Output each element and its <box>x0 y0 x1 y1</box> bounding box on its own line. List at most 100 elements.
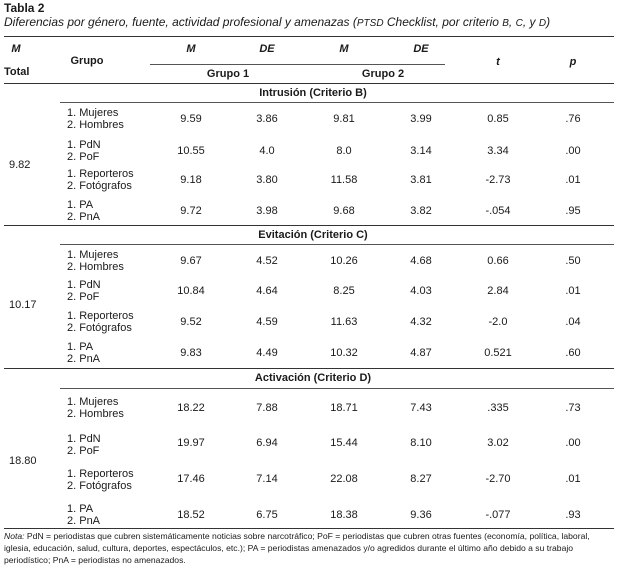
m2-value: 9.68 <box>333 205 355 217</box>
de1-value: 4.0 <box>259 145 275 157</box>
caption-y: , y <box>522 15 539 29</box>
section-rule-intrusion <box>60 102 614 103</box>
t-value: -2.73 <box>485 174 511 186</box>
t-value: .335 <box>487 402 509 414</box>
t-value: 3.34 <box>487 145 509 157</box>
group-underline-rule <box>150 64 445 65</box>
m1-value: 18.52 <box>177 509 205 521</box>
de2-value: 4.87 <box>410 347 432 359</box>
de1-value: 3.86 <box>256 113 278 125</box>
m2-value: 8.25 <box>333 285 355 297</box>
header-m-total: M <box>11 43 21 55</box>
m1-value: 9.67 <box>180 255 202 267</box>
t-value: -.054 <box>485 205 511 217</box>
caption-end: ) <box>546 15 551 29</box>
section-title-intrusion: Intrusión (Criterio B) <box>259 87 367 99</box>
header-grupo1: Grupo 1 <box>206 68 250 80</box>
group-label: 1. PA <box>67 341 94 353</box>
de2-value: 9.36 <box>410 509 432 521</box>
group-label: 2. PoF <box>67 291 100 303</box>
m-total-intrusion: 9.82 <box>9 159 31 171</box>
p-value: .04 <box>565 316 581 328</box>
t-value: 3.02 <box>487 437 509 449</box>
caption-ptsd: PTSD <box>356 18 384 29</box>
group-label: 1. PdN <box>67 433 101 445</box>
m1-value: 19.97 <box>177 437 205 449</box>
m1-value: 9.59 <box>180 113 202 125</box>
de2-value: 8.10 <box>410 437 432 449</box>
p-value: .01 <box>565 174 581 186</box>
table-label: Tabla 2 <box>4 1 45 15</box>
p-value: .60 <box>565 347 581 359</box>
de2-value: 3.14 <box>410 145 432 157</box>
table-note: Nota: PdN = periodistas que cubren siste… <box>4 530 614 566</box>
de2-value: 3.82 <box>410 205 432 217</box>
section-divider <box>4 225 614 226</box>
m1-value: 10.84 <box>177 285 205 297</box>
group-label: 2. Hombres <box>67 408 124 420</box>
m2-value: 11.63 <box>330 316 358 328</box>
m1-value: 9.52 <box>180 316 202 328</box>
de2-value: 8.27 <box>410 473 432 485</box>
header-de2: DE <box>413 43 429 55</box>
note-text: PdN = periodistas que cubren sistemática… <box>4 531 590 565</box>
de2-value: 4.68 <box>410 255 432 267</box>
table-bottom-rule <box>4 528 614 529</box>
m1-value: 10.55 <box>177 145 205 157</box>
m-total-evitacion: 10.17 <box>9 299 37 311</box>
de1-value: 6.94 <box>256 437 278 449</box>
m1-value: 18.22 <box>177 402 205 414</box>
header-m1: M <box>186 43 196 55</box>
p-value: .95 <box>565 205 581 217</box>
header-de1: DE <box>259 43 275 55</box>
group-label: 2. Fotógrafos <box>67 480 132 492</box>
t-value: 0.66 <box>487 255 509 267</box>
header-grupo2: Grupo 2 <box>361 68 405 80</box>
group-label: 2. PoF <box>67 151 100 163</box>
table-caption: Diferencias por género, fuente, activida… <box>4 15 550 29</box>
de2-value: 4.03 <box>410 285 432 297</box>
m2-value: 11.58 <box>330 174 358 186</box>
m2-value: 18.71 <box>330 402 358 414</box>
de2-value: 3.99 <box>410 113 432 125</box>
m-total-activacion: 18.80 <box>9 455 37 467</box>
m2-value: 10.32 <box>330 347 358 359</box>
m2-value: 15.44 <box>330 437 358 449</box>
t-value: -.077 <box>485 509 511 521</box>
section-rule-activacion <box>60 388 614 389</box>
p-value: .00 <box>565 437 581 449</box>
de1-value: 4.52 <box>256 255 278 267</box>
de1-value: 6.75 <box>256 509 278 521</box>
caption-b: B <box>502 18 509 29</box>
section-divider <box>4 368 614 369</box>
m2-value: 18.38 <box>330 509 358 521</box>
m2-value: 10.26 <box>330 255 358 267</box>
p-value: .00 <box>565 145 581 157</box>
de1-value: 7.88 <box>256 402 278 414</box>
p-value: .50 <box>565 255 581 267</box>
p-value: .73 <box>565 402 581 414</box>
t-value: -2.70 <box>485 473 511 485</box>
caption-d: D <box>538 18 547 29</box>
de1-value: 4.64 <box>256 285 278 297</box>
t-value: 0.85 <box>487 113 509 125</box>
t-value: 0.521 <box>484 347 512 359</box>
section-title-activacion: Activación (Criterio D) <box>254 372 372 384</box>
group-label: 2. PoF <box>67 445 100 457</box>
m1-value: 9.18 <box>180 174 202 186</box>
header-bottom-rule <box>4 83 614 84</box>
t-value: 2.84 <box>487 285 509 297</box>
group-label: 2. Fotógrafos <box>67 180 132 192</box>
de1-value: 4.59 <box>256 316 278 328</box>
m1-value: 17.46 <box>177 473 205 485</box>
m2-value: 9.81 <box>333 113 355 125</box>
p-value: .01 <box>565 285 581 297</box>
group-label: 2. PnA <box>67 353 101 365</box>
header-grupo: Grupo <box>70 55 104 67</box>
group-label: 1. Reporteros <box>67 310 134 322</box>
group-label: 1. PdN <box>67 139 101 151</box>
m2-value: 8.0 <box>336 145 352 157</box>
group-label: 2. Fotógrafos <box>67 322 132 334</box>
caption-comma-1: , <box>508 15 516 29</box>
de2-value: 4.32 <box>410 316 432 328</box>
